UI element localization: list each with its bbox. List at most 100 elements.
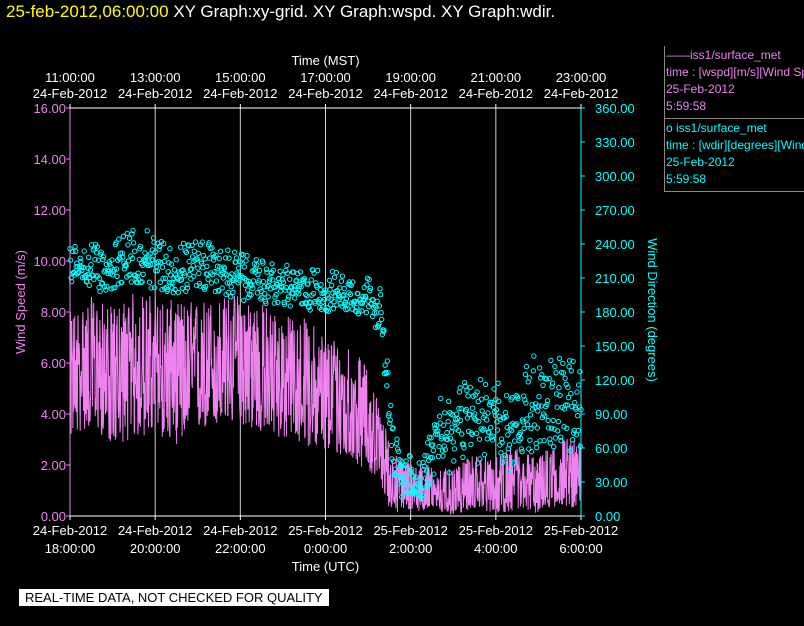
wind-direction-point [320,304,326,310]
wind-direction-point [104,283,110,290]
wind-direction-point [216,288,222,294]
wind-direction-point [226,255,232,261]
wind-direction-point [280,279,287,285]
legend-series-name: ——iss1/surface_met [666,48,781,62]
wind-direction-point [386,410,392,417]
bottom-tick-date: 25-Feb-2012 [288,523,362,538]
wind-direction-point [108,264,114,270]
legend-border [664,46,665,192]
wind-direction-point [520,419,526,425]
wind-direction-point [530,368,536,374]
wind-direction-point [150,257,156,263]
wind-speed-series [69,293,582,515]
wind-direction-point [440,453,446,459]
wind-direction-point [477,376,484,383]
wind-direction-point [154,268,161,274]
wind-direction-point [113,266,120,272]
wind-direction-point [388,402,394,409]
graph-header: 25-feb-2012,06:00:00 XY Graph:xy-grid. X… [6,2,555,22]
wind-direction-point [446,470,452,476]
wind-direction-point [462,383,468,389]
wind-direction-point [359,300,366,307]
wind-direction-point [552,363,558,370]
wind-direction-point [531,353,537,359]
wind-direction-point [474,389,480,395]
bottom-tick-date: 25-Feb-2012 [373,523,447,538]
wind-direction-point [482,381,489,388]
wind-direction-point [495,380,501,386]
wind-direction-point [330,305,337,312]
bottom-tick-time: 2:00:00 [389,541,432,556]
wind-direction-point [461,445,467,451]
wind-direction-point [481,426,487,432]
wind-direction-point [548,425,555,431]
wind-direction-point [385,369,391,376]
wind-direction-point [506,468,512,475]
wind-direction-point [458,406,464,412]
left-tick-label: 4.00 [41,407,66,422]
wind-direction-point [245,287,251,293]
wind-direction-point [560,360,566,367]
wind-direction-point [161,241,167,247]
right-tick-label: 120.00 [595,373,635,388]
wind-direction-point [387,417,393,423]
wind-direction-point [157,243,163,250]
wind-direction-point [490,433,496,439]
wind-direction-point [98,249,104,255]
bottom-tick-date: 24-Feb-2012 [118,523,192,538]
right-tick-label: 90.00 [595,407,628,422]
wind-direction-point [379,316,385,323]
wind-direction-point [225,247,231,253]
wind-direction-point [204,263,210,269]
wind-direction-point [541,437,547,444]
wind-direction-point [539,372,545,378]
wind-direction-point [188,276,194,282]
wind-direction-point [167,245,173,252]
wind-direction-point [206,240,212,246]
wind-speed-line [69,293,582,515]
wind-direction-point [347,291,354,298]
wind-direction-point [384,383,390,389]
wind-direction-point [115,281,122,287]
wind-direction-point [556,355,563,361]
wind-direction-point [575,427,581,434]
wind-direction-point [557,392,563,398]
wind-direction-point [376,321,382,327]
wind-direction-point [478,396,485,402]
wind-direction-point [302,291,309,298]
wind-direction-point [521,425,527,431]
right-tick-label: 300.00 [595,169,635,184]
left-tick-label: 14.00 [33,152,66,167]
wind-direction-point [84,278,90,284]
wind-direction-point [194,256,200,262]
wind-direction-point [476,436,483,442]
wind-direction-point [387,420,393,426]
wind-direction-point [205,276,211,282]
bottom-tick-time: 6:00:00 [559,541,602,556]
top-tick-date: 24-Feb-2012 [33,86,107,101]
wind-direction-point [331,299,337,305]
wind-direction-point [101,284,108,290]
wind-direction-point [442,447,448,453]
wind-direction-point [288,283,295,290]
wind-direction-point [431,422,438,428]
wind-direction-point [442,410,448,416]
wind-direction-point [498,450,504,456]
wind-direction-point [419,492,426,499]
left-axis-title: Wind Speed (m/s) [13,250,28,354]
left-tick-label: 2.00 [41,458,66,473]
wind-direction-point [396,448,402,455]
wind-direction-point [166,260,172,266]
wind-direction-point [191,273,197,280]
wind-direction-point [511,459,517,465]
wind-direction-point [201,286,208,292]
wind-direction-point [399,463,405,469]
wind-direction-point [355,311,362,317]
top-tick-time: 15:00:00 [215,70,266,85]
wind-direction-point [296,291,302,297]
wind-direction-point [557,434,564,440]
wind-direction-point [438,395,444,402]
wind-direction-point [260,279,267,285]
header-titles: XY Graph:xy-grid. XY Graph:wspd. XY Grap… [173,2,556,21]
right-tick-label: 330.00 [595,135,635,150]
